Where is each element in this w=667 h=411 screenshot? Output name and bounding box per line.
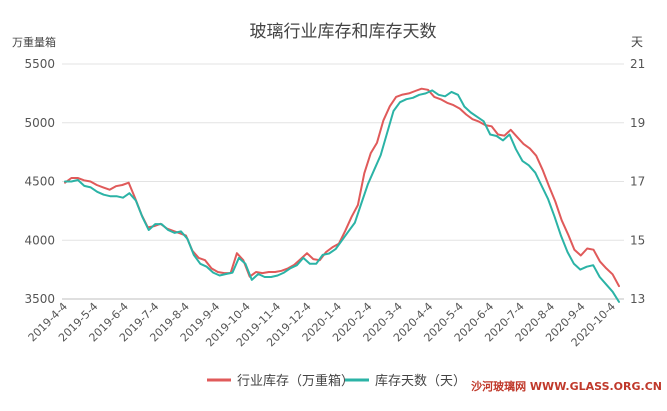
- series-line-1: [64, 87, 620, 288]
- x-axis-ticks: 2019-4-42019-5-42019-6-42019-7-42019-8-4…: [26, 300, 619, 349]
- left-tick-label: 5000: [24, 116, 55, 130]
- series-line-2: [64, 89, 620, 303]
- legend: 行业库存（万重箱） 库存天数（天）: [207, 373, 466, 389]
- left-tick-label: 5500: [24, 57, 55, 71]
- right-tick-label: 19: [630, 116, 645, 130]
- left-axis-unit: 万重量箱: [12, 35, 56, 49]
- left-axis-ticks: 3500 4000 4500 5000 5500: [24, 57, 55, 306]
- gridlines: [62, 63, 624, 300]
- right-axis-unit: 天: [631, 35, 643, 49]
- watermark-text: 沙河玻璃网 WWW.GLASS.ORG.CN: [471, 379, 662, 393]
- left-tick-label: 3500: [24, 292, 55, 306]
- right-tick-label: 17: [630, 175, 645, 189]
- legend-label: 库存天数（天）: [375, 373, 466, 389]
- left-tick-label: 4500: [24, 175, 55, 189]
- right-axis-ticks: 13 15 17 19 21: [630, 57, 645, 306]
- right-tick-label: 13: [630, 292, 645, 306]
- legend-label: 行业库存（万重箱）: [237, 373, 354, 389]
- left-tick-label: 4000: [24, 233, 55, 247]
- right-tick-label: 15: [630, 233, 645, 247]
- series-lines: [64, 87, 620, 303]
- chart-title: 玻璃行业库存和库存天数: [250, 22, 437, 42]
- right-tick-label: 21: [630, 57, 645, 71]
